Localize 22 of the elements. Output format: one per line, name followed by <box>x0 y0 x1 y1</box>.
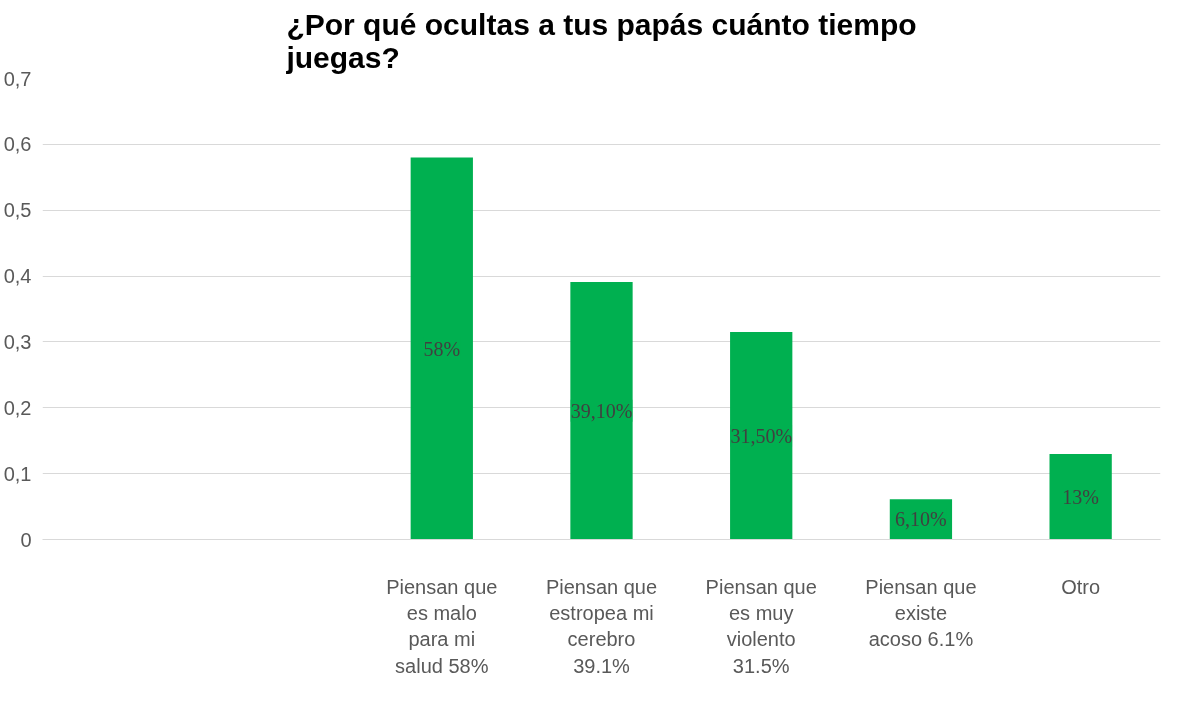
x-tick-label: Otro <box>1061 575 1101 598</box>
x-tick-label: Piensan que estropea mi cerebro 39.1% <box>545 575 658 677</box>
chart-title: ¿Por qué ocultas a tus papás cuánto tiempo juegas? <box>285 7 917 74</box>
data-label: 39,10% <box>570 399 633 422</box>
y-tick-label: 0,3 <box>3 330 32 353</box>
x-tick-label: Piensan que es malo para mi salud 58% <box>386 575 498 677</box>
data-label: 31,50% <box>730 424 793 447</box>
y-tick-label: 0,2 <box>3 396 32 419</box>
y-tick-label: 0,7 <box>3 67 32 90</box>
y-tick-label: 0 <box>20 528 32 551</box>
data-label: 13% <box>1062 485 1099 508</box>
y-tick-label: 0,5 <box>3 199 32 222</box>
bar <box>410 157 473 540</box>
bar <box>570 282 633 540</box>
data-label: 6,10% <box>895 508 947 531</box>
y-tick-label: 0,6 <box>3 133 32 156</box>
x-tick-label: Piensan que existe acoso 6.1% <box>865 575 977 651</box>
x-tick-label: Piensan que es muy violento 31.5% <box>705 575 817 677</box>
y-tick-label: 0,4 <box>3 265 32 288</box>
bar <box>730 332 793 540</box>
data-label: 58% <box>423 337 461 360</box>
y-tick-label: 0,1 <box>3 462 32 485</box>
